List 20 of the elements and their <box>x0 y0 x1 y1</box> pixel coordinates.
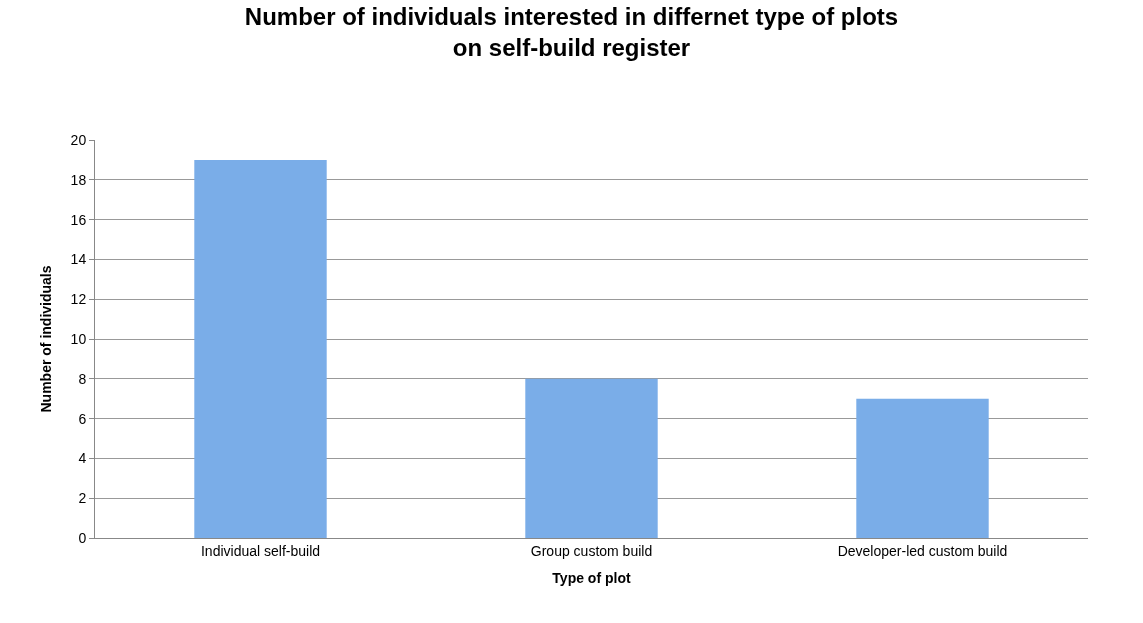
y-tick-label: 20 <box>70 131 87 148</box>
y-tick-label: 4 <box>78 450 87 467</box>
y-tick-label: 6 <box>78 410 87 427</box>
y-tick-label: 18 <box>70 171 87 188</box>
y-tick-label: 12 <box>70 291 87 308</box>
x-tick-label: Group custom build <box>530 542 653 559</box>
y-tick-label: 0 <box>78 529 87 546</box>
bar <box>194 159 327 538</box>
y-tick-label: 16 <box>70 211 87 228</box>
y-tick-label: 10 <box>70 330 87 347</box>
y-tick-label: 2 <box>78 490 87 507</box>
chart-title: Number of individuals interested in differnet type of plots on self-build register <box>244 2 899 62</box>
x-tick-label: Developer-led custom build <box>837 542 1008 559</box>
y-tick-label: 14 <box>70 251 87 268</box>
bar <box>525 378 658 538</box>
bar <box>856 398 989 538</box>
x-tick-label: Individual self-build <box>200 542 321 559</box>
y-tick-label: 8 <box>78 370 87 387</box>
x-axis-title: Type of plot <box>552 570 631 587</box>
y-axis-title: Number of individuals <box>38 265 55 413</box>
